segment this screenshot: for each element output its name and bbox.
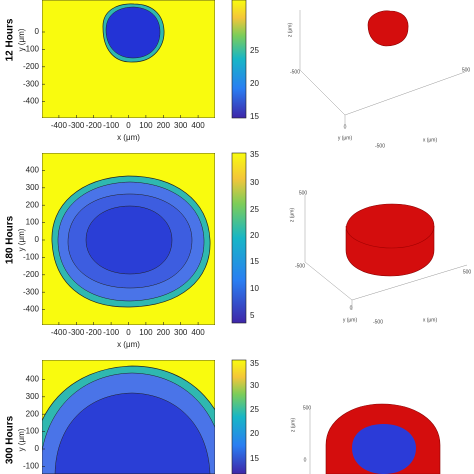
colorbar-tick-label: 25 xyxy=(250,205,259,214)
tumor-render xyxy=(345,203,435,277)
axis-3d-label: y (μm) xyxy=(343,317,358,323)
y-axis-label: y (μm) xyxy=(17,28,26,51)
colorbar-tick-label: 25 xyxy=(250,405,259,414)
y-tick-label: 0 xyxy=(35,444,40,453)
row-label: 300 Hours xyxy=(5,415,16,464)
axis-3d-label: 0 xyxy=(344,124,347,130)
x-tick-label: -100 xyxy=(103,328,120,337)
x-tick-label: 300 xyxy=(174,328,188,337)
y-axis-label: y (μm) xyxy=(17,428,26,451)
row-label: 12 Hours xyxy=(5,18,16,61)
y-tick-label: 400 xyxy=(26,375,40,384)
axis-3d-label: -500 xyxy=(375,143,385,149)
x-tick-label: 100 xyxy=(139,328,153,337)
y-tick-label: 100 xyxy=(26,218,40,227)
colorbar-tick-label: 15 xyxy=(250,257,259,266)
axis-3d-label: 500 xyxy=(303,405,312,411)
x-tick-label: 100 xyxy=(139,121,153,130)
y-tick-label: -100 xyxy=(23,462,40,471)
axis-3d-label: 0 xyxy=(304,457,307,463)
contour-plot xyxy=(42,360,215,474)
colorbar-tick-label: 35 xyxy=(250,359,259,368)
y-tick-label: -400 xyxy=(23,97,40,106)
x-tick-label: 200 xyxy=(157,328,171,337)
colorbar-tick-label: 20 xyxy=(250,231,259,240)
axis-3d-label: y (μm) xyxy=(338,135,353,141)
x-tick-label: 0 xyxy=(126,121,131,130)
colorbar-tick-label: 15 xyxy=(250,454,259,463)
y-tick-label: 300 xyxy=(26,183,40,192)
colorbar-tick-label: 25 xyxy=(250,46,259,55)
y-tick-label: -100 xyxy=(23,253,40,262)
axis-3d-label: 0 xyxy=(350,305,353,311)
colorbar xyxy=(231,152,247,324)
x-tick-label: -200 xyxy=(86,121,103,130)
axis-3d-label: z (μm) xyxy=(289,208,295,223)
axis-3d-label: x (μm) xyxy=(423,137,438,143)
x-tick-label: -300 xyxy=(68,328,85,337)
y-tick-label: -300 xyxy=(23,287,40,296)
contour-plot xyxy=(42,153,215,325)
contour-plot xyxy=(42,0,215,118)
y-tick-label: -200 xyxy=(23,62,40,71)
x-tick-label: -100 xyxy=(103,121,120,130)
axis-3d-label: -500 xyxy=(373,319,383,325)
tumor-render xyxy=(367,10,409,47)
row-label: 180 Hours xyxy=(5,215,16,264)
x-tick-label: 400 xyxy=(191,121,205,130)
x-tick-label: -400 xyxy=(51,121,68,130)
core-render xyxy=(352,424,416,474)
x-tick-label: 0 xyxy=(126,328,131,337)
x-axis-label: x (μm) xyxy=(117,340,140,349)
colorbar-tick-label: 35 xyxy=(250,150,259,159)
y-tick-label: 0 xyxy=(35,27,40,36)
colorbar-tick-label: 30 xyxy=(250,178,259,187)
axis-3d-label: x (μm) xyxy=(423,317,438,323)
x-axis-label: x (μm) xyxy=(117,133,140,142)
y-tick-label: 200 xyxy=(26,200,40,209)
y-tick-label: -200 xyxy=(23,270,40,279)
colorbar-tick-label: 30 xyxy=(250,381,259,390)
colorbar-tick-label: 10 xyxy=(250,284,259,293)
y-tick-label: 0 xyxy=(35,235,40,244)
y-tick-label: -100 xyxy=(23,45,40,54)
colorbar-tick-label: 20 xyxy=(250,429,259,438)
axis-3d-label: 500 xyxy=(299,190,308,196)
x-tick-label: -300 xyxy=(68,121,85,130)
axis-3d-label: 500 xyxy=(462,67,471,73)
x-tick-label: -200 xyxy=(86,328,103,337)
y-tick-label: -400 xyxy=(23,305,40,314)
y-tick-label: 200 xyxy=(26,409,40,418)
colorbar-tick-label: 15 xyxy=(250,112,259,121)
y-tick-label: 100 xyxy=(26,427,40,436)
y-tick-label: 400 xyxy=(26,166,40,175)
x-tick-label: 400 xyxy=(191,328,205,337)
x-tick-label: 300 xyxy=(174,121,188,130)
y-tick-label: 300 xyxy=(26,392,40,401)
axis-3d-label: -500 xyxy=(290,69,300,75)
colorbar-tick-label: 20 xyxy=(250,79,259,88)
y-axis-label: y (μm) xyxy=(17,228,26,251)
y-tick-label: -300 xyxy=(23,79,40,88)
colorbar-tick-label: 5 xyxy=(250,311,255,320)
axis-3d-label: z (μm) xyxy=(290,418,296,433)
render-3d xyxy=(299,10,468,474)
axis-3d-label: 500 xyxy=(463,269,472,275)
colorbar xyxy=(231,0,247,119)
axis-3d-label: z (μm) xyxy=(287,23,293,38)
colorbar xyxy=(231,359,247,474)
axis-3d-label: -500 xyxy=(295,263,305,269)
x-tick-label: 200 xyxy=(157,121,171,130)
x-tick-label: -400 xyxy=(51,328,68,337)
